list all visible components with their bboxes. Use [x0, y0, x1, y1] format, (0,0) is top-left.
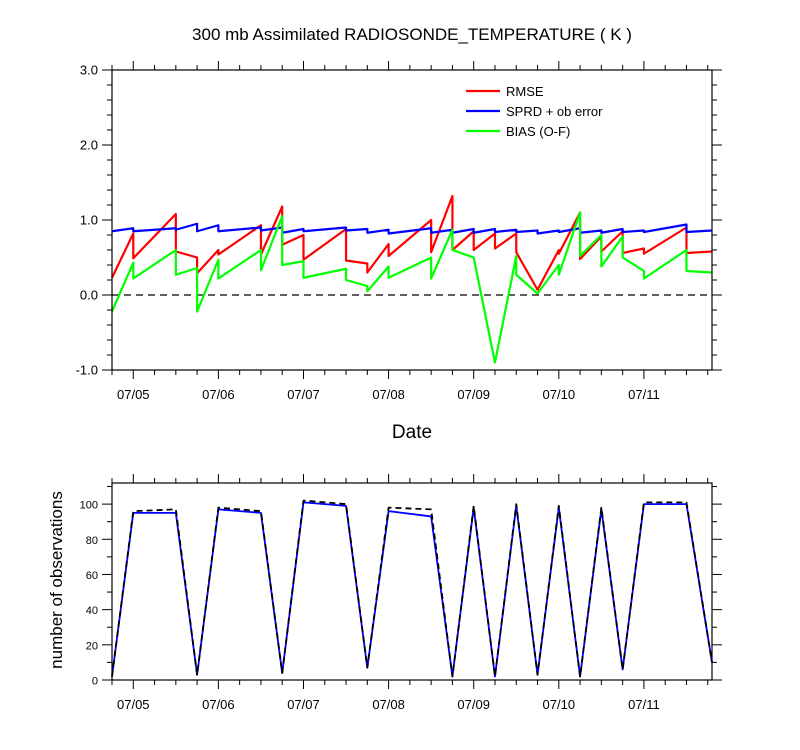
bottom-y-tick-label: 100: [80, 500, 98, 512]
top-x-tick-label: 07/06: [202, 387, 235, 402]
top-series-sprd-ob-error: [111, 222, 713, 235]
top-x-tick-label: 07/05: [117, 387, 150, 402]
top-x-tick-label: 07/07: [287, 387, 320, 402]
bottom-x-tick-label: 07/08: [372, 697, 405, 712]
y-axis-label-observations: number of observations: [47, 491, 66, 669]
chart-title: 300 mb Assimilated RADIOSONDE_TEMPERATUR…: [192, 25, 632, 44]
bottom-series-used: [111, 501, 713, 678]
legend-label: BIAS (O-F): [506, 124, 570, 139]
top-y-tick-label: 3.0: [80, 63, 98, 78]
bottom-y-tick-label: 40: [86, 605, 98, 617]
bottom-x-tick-label: 07/05: [117, 697, 150, 712]
top-series-bias-o-f: [110, 211, 713, 364]
top-y-tick-label: 1.0: [80, 213, 98, 228]
top-plot-frame: [111, 69, 713, 371]
bottom-y-tick-label: 20: [86, 640, 98, 652]
bottom-axis-labels: 07/05 07/06 07/07 07/08 07/09 07/10 07/11 0 20 40…: [80, 500, 660, 712]
top-y-tick-label: 2.0: [80, 138, 98, 153]
top-axis-ticks: [102, 61, 722, 379]
top-x-tick-label: 07/10: [543, 387, 576, 402]
legend-label: RMSE: [506, 84, 544, 99]
x-axis-label: Date: [392, 422, 432, 443]
legend: RMSE SPRD + ob error BIAS (O-F): [466, 84, 603, 139]
legend-label: SPRD + ob error: [506, 104, 603, 119]
bottom-y-tick-label: 60: [86, 570, 98, 582]
top-y-tick-label: -1.0: [76, 363, 98, 378]
top-x-tick-label: 07/09: [457, 387, 490, 402]
top-axis-labels: 07/05 07/06 07/07 07/08 07/09 07/10 07/11 -1.0 0…: [76, 63, 660, 403]
bottom-axis-ticks: [102, 474, 722, 689]
bottom-plot-frame: [111, 482, 713, 681]
bottom-x-tick-label: 07/07: [287, 697, 320, 712]
bottom-x-tick-label: 07/06: [202, 697, 235, 712]
bottom-x-tick-label: 07/10: [543, 697, 576, 712]
bottom-y-tick-label: 80: [86, 535, 98, 547]
bottom-y-tick-label: 0: [92, 676, 98, 688]
bottom-plot-series: [111, 499, 713, 678]
bottom-x-tick-label: 07/09: [457, 697, 490, 712]
bottom-series-possible: [111, 499, 713, 678]
top-y-tick-label: 0.0: [80, 288, 98, 303]
top-x-tick-label: 07/11: [628, 387, 660, 402]
top-plot-series: [110, 194, 713, 364]
top-x-tick-label: 07/08: [372, 387, 405, 402]
bottom-x-tick-label: 07/11: [628, 697, 660, 712]
